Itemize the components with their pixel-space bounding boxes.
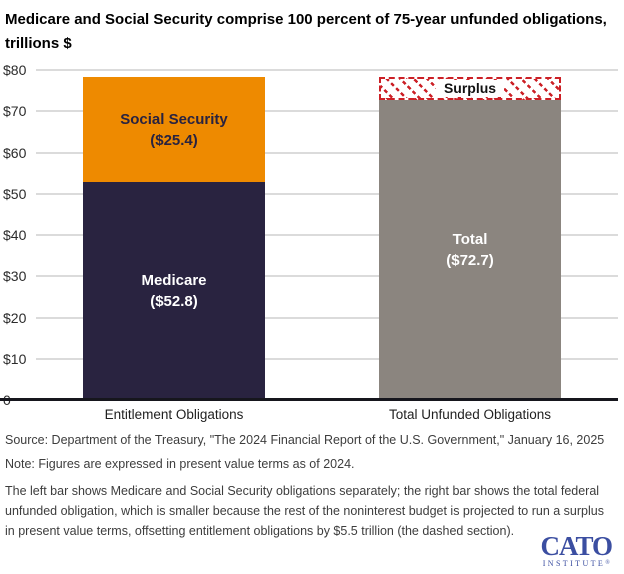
bar-segment-value: ($72.7) — [446, 252, 494, 270]
y-axis-tick-label: $20 — [3, 309, 27, 326]
x-axis-line — [0, 398, 618, 401]
source-text: Source: Department of the Treasury, "The… — [5, 433, 605, 447]
y-axis-tick-label: $70 — [3, 103, 27, 120]
bar-segment-social-security: Social Security ($25.4) — [83, 77, 265, 183]
bar-segment-value: ($25.4) — [150, 131, 198, 149]
bar-segment-label: Total ($72.7) — [446, 231, 494, 270]
gridline — [36, 192, 618, 195]
source-note-block: Source: Department of the Treasury, "The… — [5, 428, 620, 476]
x-axis-category-label: Total Unfunded Obligations — [388, 407, 552, 422]
registered-mark: ® — [605, 560, 610, 566]
x-axis-category-label: Entitlement Obligations — [104, 407, 244, 422]
gridline — [36, 69, 618, 71]
y-axis-tick-label: $60 — [3, 144, 27, 161]
y-axis-tick-label: $50 — [3, 185, 27, 202]
bar-segment-label: Medicare ($52.8) — [141, 272, 207, 311]
note-text: Note: Figures are expressed in present v… — [5, 457, 355, 471]
y-axis-tick-label: $30 — [3, 268, 27, 285]
caption-text: The left bar shows Medicare and Social S… — [5, 484, 604, 538]
bar-segment-total: Total ($72.7) — [379, 100, 561, 400]
gridline — [36, 110, 618, 113]
bar-segment-value: ($52.8) — [150, 293, 198, 311]
plot-area: 0$10$20$30$40$50$60$70$80Medicare($52.8)… — [0, 55, 624, 408]
gridline — [36, 316, 618, 319]
gridline — [36, 275, 618, 278]
logo-subtitle-text: INSTITUTE — [542, 559, 606, 568]
logo-wordmark: CATO — [540, 531, 613, 561]
gridline — [36, 357, 618, 360]
logo-subtitle: INSTITUTE® — [540, 559, 612, 568]
bar-segment-surplus: Surplus — [379, 77, 561, 101]
bar-segment-label: Surplus — [435, 80, 505, 98]
gridline — [36, 234, 618, 236]
bar-chart: 0$10$20$30$40$50$60$70$80Medicare($52.8)… — [0, 55, 624, 427]
chart-title: Medicare and Social Security comprise 10… — [5, 8, 620, 56]
y-axis-tick-label: $10 — [3, 350, 27, 367]
gridline — [36, 151, 618, 154]
bar-segment-label: Social Security ($25.4) — [120, 110, 228, 149]
chart-title-line1: Medicare and Social Security comprise 10… — [5, 11, 607, 28]
cato-institute-logo: CATO INSTITUTE® — [540, 531, 613, 569]
chart-title-line2: trillions $ — [5, 35, 72, 52]
y-axis-tick-label: $40 — [3, 227, 27, 243]
bar-segment-medicare: Medicare ($52.8) — [83, 182, 265, 400]
y-axis-tick-label: $80 — [3, 62, 27, 78]
